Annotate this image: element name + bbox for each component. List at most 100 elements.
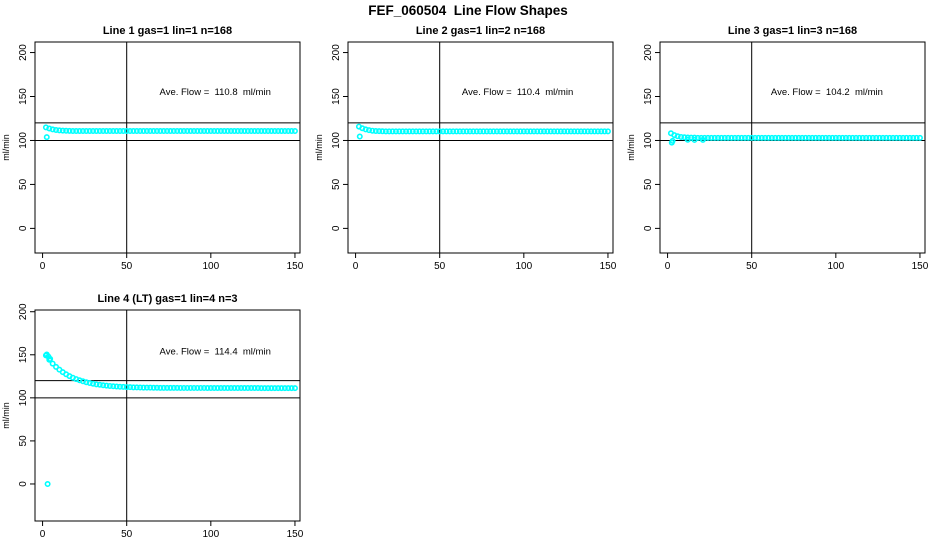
- data-point: [876, 134, 883, 141]
- data-point: [275, 385, 282, 392]
- data-point: [869, 134, 876, 141]
- data-point: [896, 134, 903, 141]
- data-point: [127, 384, 134, 391]
- data-point: [551, 128, 558, 135]
- data-point: [376, 128, 383, 135]
- data-point: [265, 385, 272, 392]
- data-point: [86, 127, 93, 134]
- data-point: [248, 385, 255, 392]
- y-tick-label: 150: [643, 88, 654, 105]
- data-point: [853, 134, 860, 141]
- annotation-ave-flow: Ave. Flow = 114.4 ml/min: [160, 346, 271, 357]
- data-point: [268, 127, 275, 134]
- data-point: [133, 384, 140, 391]
- x-tick-label: 0: [40, 529, 46, 540]
- data-point: [493, 128, 500, 135]
- data-point: [704, 134, 711, 141]
- data-point: [460, 128, 467, 135]
- data-point: [514, 128, 521, 135]
- data-point: [268, 385, 275, 392]
- data-point: [53, 363, 60, 370]
- data-point: [116, 383, 123, 390]
- data-point: [106, 127, 113, 134]
- data-point: [231, 127, 238, 134]
- data-point: [778, 134, 785, 141]
- data-point: [382, 128, 389, 135]
- data-point: [805, 134, 812, 141]
- data-point: [170, 384, 177, 391]
- data-point: [281, 385, 288, 392]
- data-point: [285, 127, 292, 134]
- data-point: [849, 134, 856, 141]
- data-point: [718, 134, 725, 141]
- data-point: [578, 128, 585, 135]
- data-point: [100, 382, 107, 389]
- data-point: [207, 385, 214, 392]
- data-point: [153, 127, 160, 134]
- data-point: [291, 385, 298, 392]
- data-point: [106, 382, 113, 389]
- data-point: [684, 134, 691, 141]
- data-point: [863, 134, 870, 141]
- data-point: [160, 127, 167, 134]
- data-point: [174, 384, 181, 391]
- data-point: [839, 134, 846, 141]
- data-point: [758, 134, 765, 141]
- data-point: [497, 128, 504, 135]
- data-point: [271, 127, 278, 134]
- data-point: [184, 384, 191, 391]
- data-point: [379, 128, 386, 135]
- data-point: [366, 127, 373, 134]
- data-point: [201, 384, 208, 391]
- x-tick-label: 50: [121, 529, 133, 540]
- data-point: [906, 134, 913, 141]
- x-tick-label: 50: [434, 261, 446, 272]
- data-point: [116, 127, 123, 134]
- data-point: [261, 127, 268, 134]
- data-point: [564, 128, 571, 135]
- data-point: [403, 128, 410, 135]
- data-point: [436, 128, 443, 135]
- data-point: [231, 385, 238, 392]
- annotation-ave-flow: Ave. Flow = 110.4 ml/min: [462, 87, 573, 98]
- data-point: [598, 128, 605, 135]
- data-point: [755, 134, 762, 141]
- data-point: [130, 127, 137, 134]
- data-point: [197, 127, 204, 134]
- data-point: [741, 134, 748, 141]
- data-point: [691, 134, 698, 141]
- data-point: [419, 128, 426, 135]
- data-point: [829, 134, 836, 141]
- data-point: [83, 127, 90, 134]
- x-tick-label: 100: [827, 261, 844, 272]
- data-point: [463, 128, 470, 135]
- data-point: [254, 127, 261, 134]
- data-point: [500, 128, 507, 135]
- data-point: [147, 127, 154, 134]
- data-point: [799, 134, 806, 141]
- y-tick-label: 0: [18, 481, 29, 487]
- data-point: [194, 384, 201, 391]
- data-point: [211, 385, 218, 392]
- data-point: [123, 384, 130, 391]
- annotation-ave-flow: Ave. Flow = 104.2 ml/min: [771, 87, 883, 98]
- data-point: [738, 134, 745, 141]
- data-point: [241, 127, 248, 134]
- data-point: [49, 360, 56, 367]
- data-point: [423, 128, 430, 135]
- data-point: [281, 127, 288, 134]
- subplot-1: 0 50 100 150 0 50 100 150 200 ml/min Line 1 gas=1 …: [1, 25, 304, 272]
- data-point: [574, 128, 581, 135]
- data-point: [883, 134, 890, 141]
- data-point: [214, 127, 221, 134]
- y-tick-label: 100: [331, 132, 342, 149]
- data-point: [802, 134, 809, 141]
- subplot-title: Line 2 gas=1 lin=2 n=168: [416, 25, 545, 37]
- x-tick-label: 150: [912, 261, 929, 272]
- data-point: [157, 384, 164, 391]
- data-point: [480, 128, 487, 135]
- data-point: [453, 128, 460, 135]
- data-point: [473, 128, 480, 135]
- data-point: [470, 128, 477, 135]
